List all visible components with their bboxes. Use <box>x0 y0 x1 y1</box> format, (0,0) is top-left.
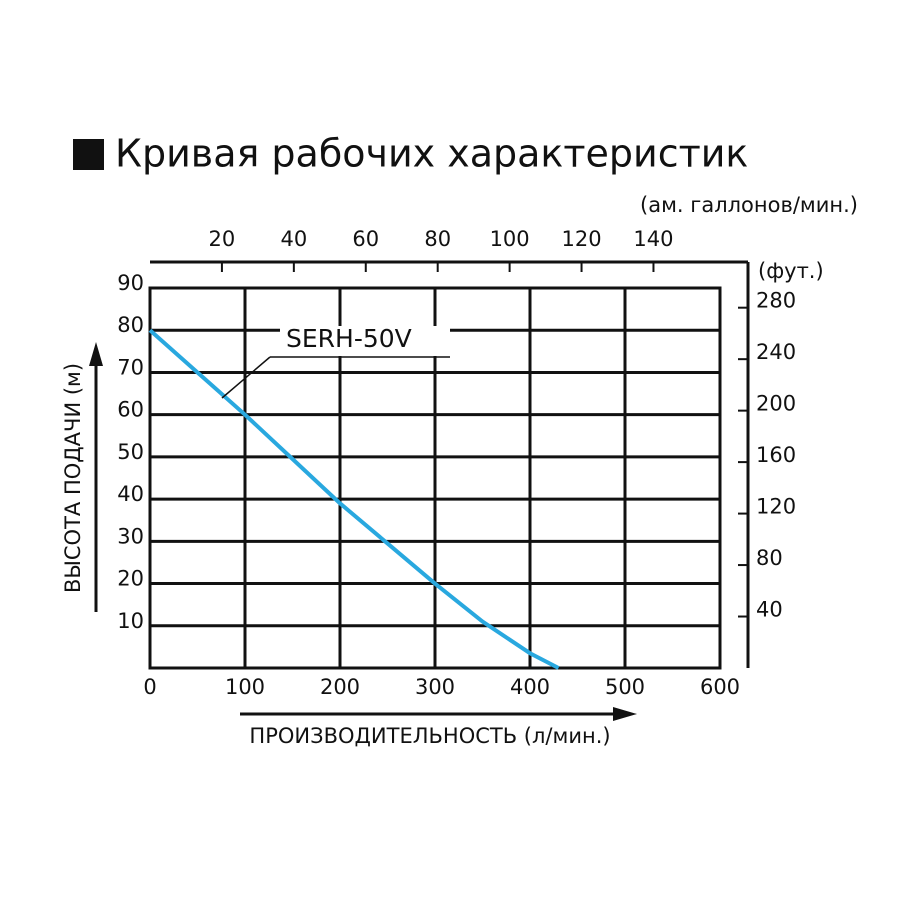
y-axis-label: ВЫСОТА ПОДАЧИ (м) <box>61 363 85 593</box>
y2-tick-label: 240 <box>756 340 796 364</box>
y-tick-label: 90 <box>117 271 144 295</box>
y-tick-label: 70 <box>117 355 144 379</box>
x-tick-label: 600 <box>700 675 740 699</box>
y2-tick-label: 40 <box>756 598 783 622</box>
x2-tick-label: 80 <box>424 227 451 251</box>
x-tick-label: 100 <box>225 675 265 699</box>
x-tick-label: 0 <box>143 675 156 699</box>
x-tick-label: 400 <box>510 675 550 699</box>
y-tick-label: 20 <box>117 567 144 591</box>
x2-tick-label: 120 <box>561 227 601 251</box>
series-line <box>148 328 560 670</box>
y2-tick-label: 80 <box>756 546 783 570</box>
x2-tick-label: 20 <box>209 227 236 251</box>
x-tick-label: 500 <box>605 675 645 699</box>
x-tick-label: 200 <box>320 675 360 699</box>
x-tick-label: 300 <box>415 675 455 699</box>
title-marker <box>73 139 104 170</box>
y-tick-label: 50 <box>117 440 144 464</box>
x2-tick-label: 140 <box>633 227 673 251</box>
y2-tick-label: 200 <box>756 392 796 416</box>
y-tick-label: 40 <box>117 482 144 506</box>
x-arrow-head <box>613 707 637 721</box>
plot-frame <box>148 286 722 670</box>
y-tick-label: 30 <box>117 524 144 548</box>
x2-tick-label: 100 <box>490 227 530 251</box>
y-arrow-head <box>89 342 103 366</box>
y-tick-label: 60 <box>117 398 144 422</box>
chart-title: Кривая рабочих характеристик <box>115 132 748 176</box>
y2-tick-label: 280 <box>756 289 796 313</box>
y2-axis-label: (фут.) <box>758 259 824 283</box>
x2-axis-label: (ам. галлонов/мин.) <box>640 193 858 217</box>
series-label: SERH-50V <box>286 324 412 353</box>
y2-tick-label: 160 <box>756 443 796 467</box>
y2-tick-label: 120 <box>756 495 796 519</box>
series-label-bg <box>280 326 450 356</box>
series-leader <box>221 356 271 399</box>
x2-tick-label: 60 <box>352 227 379 251</box>
y-tick-label: 10 <box>117 609 144 633</box>
y-tick-label: 80 <box>117 313 144 337</box>
x-axis-label: ПРОИЗВОДИТЕЛЬНОСТЬ (л/мин.) <box>249 724 610 748</box>
x2-tick-label: 40 <box>280 227 307 251</box>
